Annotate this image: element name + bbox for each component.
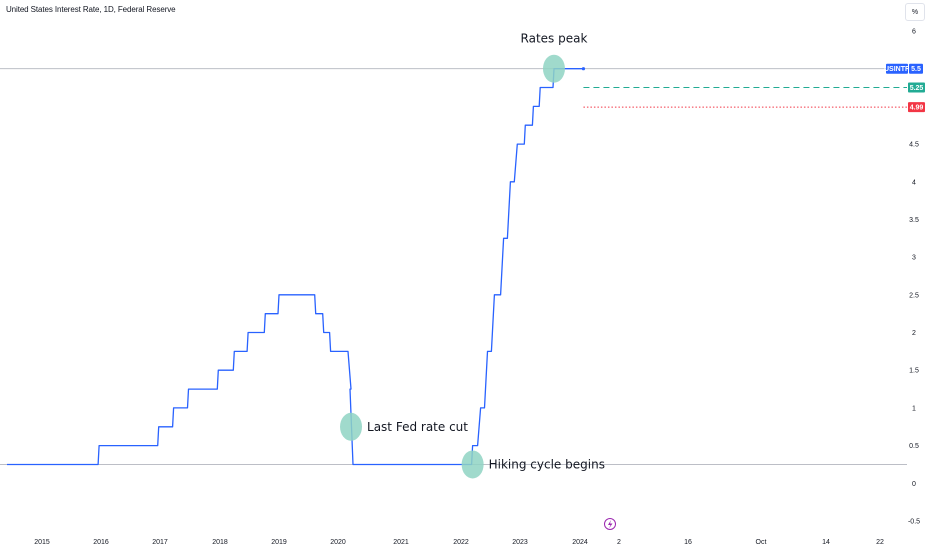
- y-tick-label: 0.5: [909, 443, 919, 450]
- last-value-badge-text: 5.5: [911, 66, 921, 73]
- annotation-marker: [340, 412, 363, 441]
- y-tick-label: 3: [912, 255, 916, 262]
- forecast-badge-4.99: [908, 102, 925, 113]
- x-tick-label: 2021: [393, 539, 409, 546]
- y-tick-label: 4.5: [909, 142, 919, 149]
- x-tick-label: 2020: [330, 539, 346, 546]
- y-tick-label: 1.5: [909, 368, 919, 375]
- forecast-badge-text: 4.99: [910, 105, 924, 112]
- annotation-marker: [461, 450, 484, 479]
- lightning-icon-bolt: [608, 520, 613, 529]
- series-name-badge: [886, 63, 908, 74]
- x-tick-label: 2022: [453, 539, 469, 546]
- y-tick-label: 6: [912, 29, 916, 36]
- annotation-label: Hiking cycle begins: [489, 457, 605, 471]
- x-tick-label: 2017: [152, 539, 168, 546]
- last-value-badge: [909, 63, 923, 74]
- x-tick-label: 22: [876, 539, 884, 546]
- x-tick-label: 2018: [212, 539, 228, 546]
- series-name-badge-text: USINTR: [884, 66, 910, 73]
- y-tick-label: 4: [912, 179, 916, 186]
- lightning-icon[interactable]: [604, 518, 616, 530]
- y-tick-label: 0: [912, 481, 916, 488]
- series-end-point: [581, 67, 586, 71]
- unit-button[interactable]: %: [905, 3, 925, 21]
- x-tick-label: 2015: [34, 539, 50, 546]
- y-tick-label: 2: [912, 330, 916, 337]
- forecast-badge-text: 5.25: [910, 85, 924, 92]
- x-tick-label: 2019: [271, 539, 287, 546]
- x-tick-label: 2023: [512, 539, 528, 546]
- x-tick-label: 14: [822, 539, 830, 546]
- series-line-usintr: [7, 68, 584, 466]
- x-tick-label: 16: [684, 539, 692, 546]
- y-tick-label: 3.5: [909, 217, 919, 224]
- annotation-marker: [542, 54, 565, 83]
- x-tick-label: 2016: [93, 539, 109, 546]
- x-tick-label: 2024: [572, 539, 588, 546]
- chart-title: United States Interest Rate, 1D, Federal…: [6, 5, 176, 14]
- y-tick-label: 2.5: [909, 292, 919, 299]
- x-tick-label: 2: [617, 539, 621, 546]
- x-tick-label: Oct: [756, 539, 767, 546]
- y-tick-label: 1: [912, 405, 916, 412]
- forecast-badge-5.25: [908, 82, 925, 93]
- annotation-label: Rates peak: [521, 32, 588, 46]
- annotation-label: Last Fed rate cut: [367, 420, 468, 434]
- y-tick-label: -0.5: [908, 519, 920, 526]
